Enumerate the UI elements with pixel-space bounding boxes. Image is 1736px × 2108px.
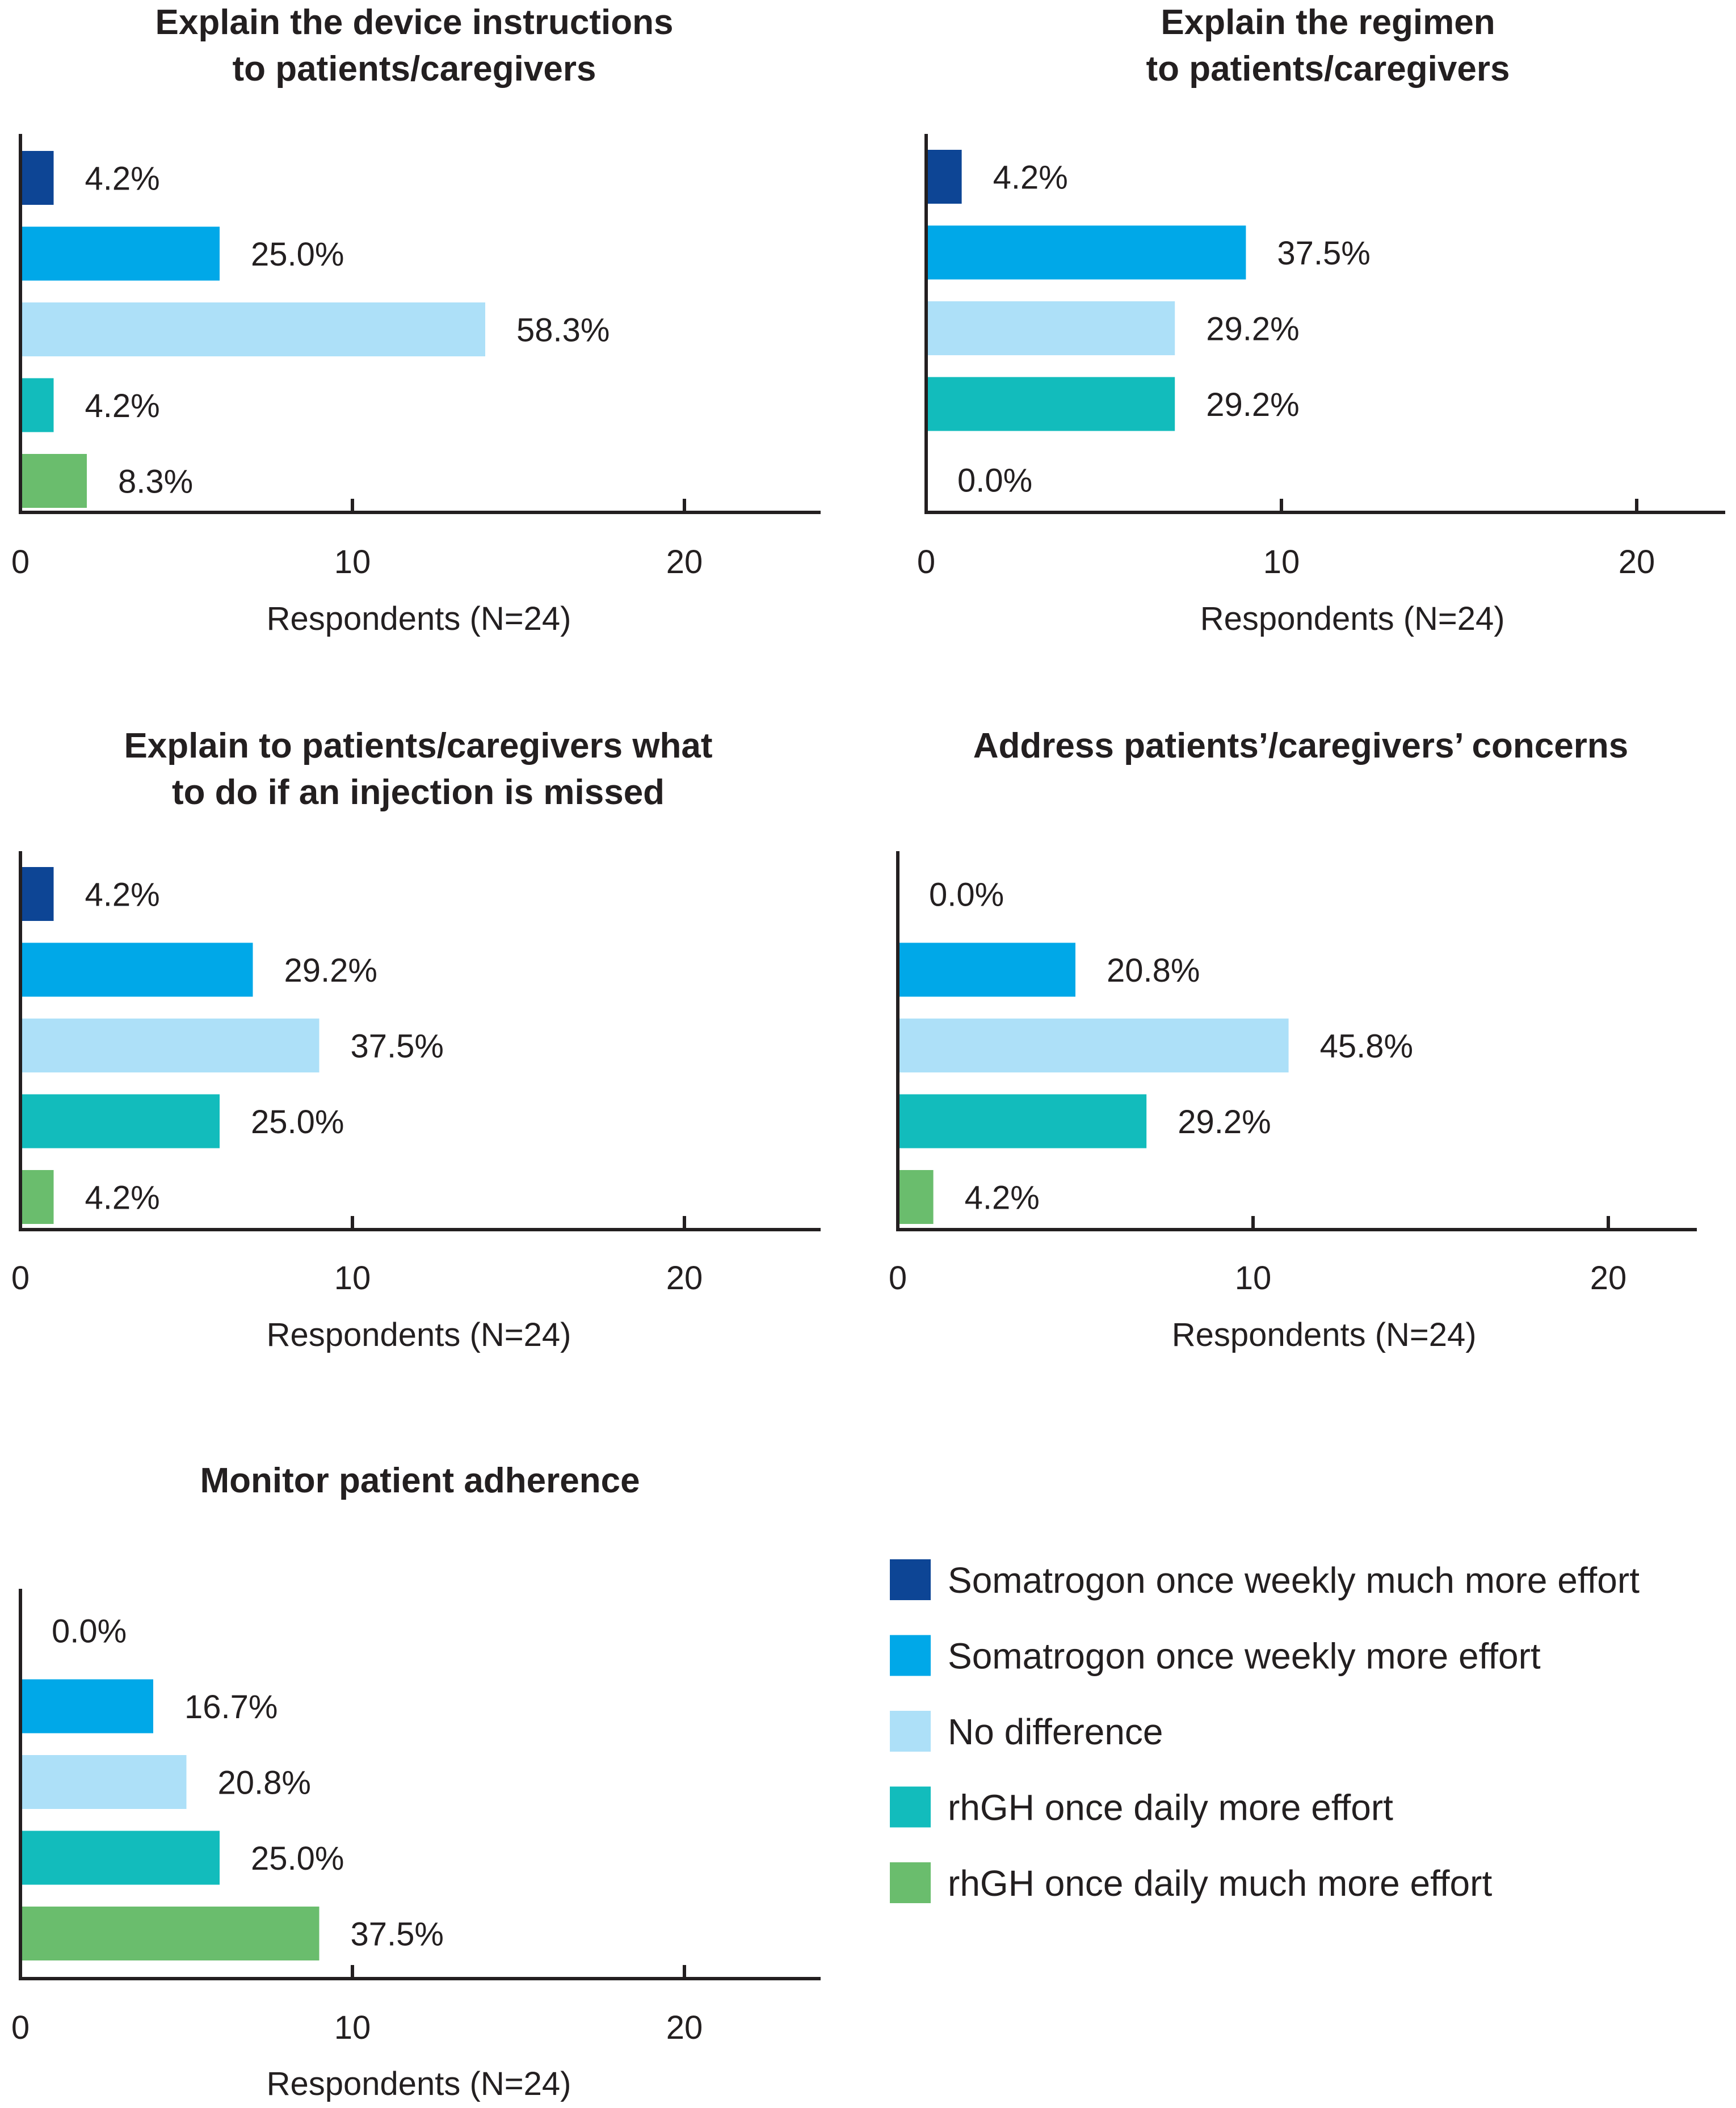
legend: Somatrogon once weekly much more effort S… xyxy=(890,1559,1640,1904)
x-tick-label: 20 xyxy=(666,544,703,580)
legend-swatch-1 xyxy=(890,1559,931,1600)
data-label: 20.8% xyxy=(1107,952,1200,989)
data-label: 25.0% xyxy=(251,1104,344,1141)
data-label: 29.2% xyxy=(284,952,377,989)
bar-3 xyxy=(898,1019,1289,1072)
data-label: 4.2% xyxy=(85,877,160,914)
x-axis-label: Respondents (N=24) xyxy=(267,1316,571,1353)
bar-5 xyxy=(20,454,87,508)
data-label: 0.0% xyxy=(957,462,1032,499)
panel-title: to patients/caregivers xyxy=(1146,49,1510,89)
x-tick-label: 10 xyxy=(1235,1260,1272,1297)
bar-3 xyxy=(20,302,485,356)
data-label: 4.2% xyxy=(993,159,1068,196)
x-tick-label: 20 xyxy=(666,2009,703,2046)
legend-label: rhGH once daily more effort xyxy=(948,1787,1393,1828)
legend-swatch-2 xyxy=(890,1635,931,1676)
x-tick-label: 10 xyxy=(334,2009,371,2046)
data-label: 20.8% xyxy=(218,1765,311,1802)
x-tick-label: 10 xyxy=(1263,544,1300,580)
legend-label: Somatrogon once weekly more effort xyxy=(948,1636,1541,1677)
x-tick-label: 0 xyxy=(11,1260,30,1297)
data-label: 4.2% xyxy=(85,1180,160,1217)
chart-panel-2: Explain the regimen to patients/caregiver… xyxy=(917,3,1725,637)
legend-swatch-5 xyxy=(890,1862,931,1903)
bar-5 xyxy=(898,1170,934,1224)
data-label: 37.5% xyxy=(1277,235,1370,272)
data-label: 29.2% xyxy=(1206,386,1299,423)
data-label: 8.3% xyxy=(118,464,193,500)
bar-1 xyxy=(926,150,962,204)
bar-3 xyxy=(926,301,1175,355)
data-label: 37.5% xyxy=(351,1916,444,1953)
x-tick-label: 20 xyxy=(1619,544,1655,580)
data-label: 16.7% xyxy=(184,1689,278,1726)
panel-title: Explain the regimen xyxy=(1161,3,1495,42)
bar-2 xyxy=(20,943,253,997)
bar-4 xyxy=(20,1094,220,1148)
legend-label: No difference xyxy=(948,1711,1163,1752)
x-axis-label: Respondents (N=24) xyxy=(267,2065,571,2102)
x-axis-label: Respondents (N=24) xyxy=(1200,600,1505,637)
bar-3 xyxy=(20,1755,187,1809)
data-label: 37.5% xyxy=(351,1028,444,1065)
bar-4 xyxy=(926,377,1175,431)
x-tick-label: 10 xyxy=(334,544,371,580)
x-tick-label: 0 xyxy=(917,544,935,580)
x-axis-label: Respondents (N=24) xyxy=(1172,1316,1477,1353)
panel-title: Explain the device instructions xyxy=(155,3,673,42)
data-label: 29.2% xyxy=(1206,311,1299,348)
x-tick-label: 0 xyxy=(11,544,30,580)
chart-panel-3: Explain to patients/caregivers what to do… xyxy=(11,726,821,1353)
data-label: 4.2% xyxy=(85,161,160,197)
legend-swatch-3 xyxy=(890,1711,931,1752)
data-label: 29.2% xyxy=(1178,1104,1271,1141)
panel-title: to patients/caregivers xyxy=(233,49,596,89)
x-tick-label: 20 xyxy=(666,1260,703,1297)
bar-2 xyxy=(926,225,1246,280)
panel-title: to do if an injection is missed xyxy=(172,773,665,812)
data-label: 45.8% xyxy=(1320,1028,1413,1065)
x-axis-label: Respondents (N=24) xyxy=(267,600,571,637)
bar-2 xyxy=(20,226,220,281)
chart-panel-4: Address patients’/caregivers’ concerns 0.… xyxy=(889,726,1697,1353)
x-tick-label: 0 xyxy=(889,1260,907,1297)
panel-title: Explain to patients/caregivers what xyxy=(124,726,712,765)
bar-4 xyxy=(898,1094,1147,1148)
bar-5 xyxy=(20,1170,54,1224)
x-tick-label: 0 xyxy=(11,2009,30,2046)
data-label: 0.0% xyxy=(52,1613,127,1650)
legend-label: rhGH once daily much more effort xyxy=(948,1863,1492,1904)
data-label: 4.2% xyxy=(965,1180,1040,1217)
data-label: 0.0% xyxy=(929,877,1004,914)
x-tick-label: 10 xyxy=(334,1260,371,1297)
panel-title: Address patients’/caregivers’ concerns xyxy=(973,726,1628,765)
bar-1 xyxy=(20,867,54,921)
legend-swatch-4 xyxy=(890,1786,931,1828)
chart-panel-5: Monitor patient adherence 0.0% 16.7% 20.8% 2… xyxy=(11,1461,821,2102)
bar-4 xyxy=(20,378,54,432)
bar-4 xyxy=(20,1831,220,1885)
data-label: 4.2% xyxy=(85,388,160,424)
bar-1 xyxy=(20,151,54,205)
bar-3 xyxy=(20,1019,320,1072)
panel-title: Monitor patient adherence xyxy=(200,1461,640,1500)
chart-panel-1: Explain the device instructions to patien… xyxy=(11,3,821,637)
x-tick-label: 20 xyxy=(1590,1260,1627,1297)
bar-5 xyxy=(20,1907,320,1960)
data-label: 25.0% xyxy=(251,1840,344,1877)
legend-label: Somatrogon once weekly much more effort xyxy=(948,1560,1640,1601)
bar-2 xyxy=(898,943,1075,997)
bar-2 xyxy=(20,1679,153,1733)
data-label: 58.3% xyxy=(516,312,610,349)
data-label: 25.0% xyxy=(251,236,344,273)
